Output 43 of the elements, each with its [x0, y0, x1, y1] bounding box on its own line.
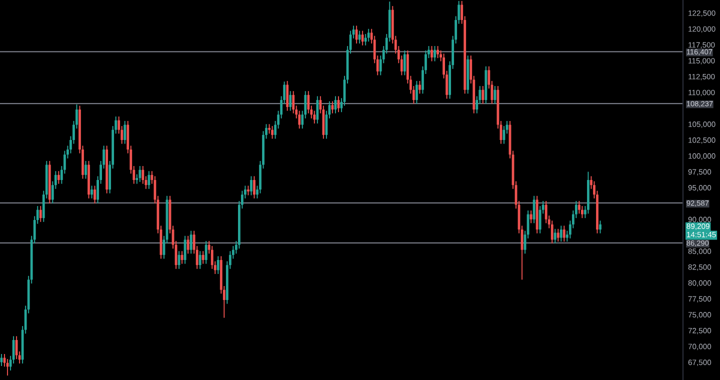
- candlestick: [530, 210, 532, 224]
- candlestick: [39, 206, 42, 222]
- candlestick: [202, 250, 204, 264]
- candlestick: [286, 80, 289, 112]
- candlestick: [84, 160, 87, 180]
- candlestick: [560, 225, 562, 242]
- candlestick: [268, 124, 270, 134]
- candlestick: [271, 126, 274, 140]
- candlestick: [204, 240, 208, 264]
- candlestick: [148, 170, 150, 190]
- candlestick: [416, 80, 418, 104]
- candlestick: [599, 220, 602, 234]
- candlestick: [578, 200, 580, 214]
- candlestick: [186, 235, 190, 254]
- candlestick: [418, 80, 421, 94]
- candlestick: [403, 50, 406, 76]
- candlestick: [90, 185, 93, 199]
- candlestick: [361, 30, 364, 46]
- candlestick: [364, 33, 367, 46]
- candlestick: [216, 256, 220, 274]
- candlestick: [57, 170, 60, 184]
- candlestick: [556, 228, 560, 242]
- candlestick: [190, 230, 192, 254]
- candlestick: [562, 225, 566, 242]
- candlestick: [316, 96, 319, 124]
- candlestick: [482, 86, 484, 104]
- candlestick: [250, 176, 252, 196]
- candlestick: [494, 86, 496, 104]
- candlestick: [253, 176, 256, 199]
- candlestick: [247, 185, 250, 196]
- candlestick: [124, 120, 126, 144]
- candlestick: [436, 46, 439, 59]
- candlestick: [532, 195, 536, 224]
- candlestick: [554, 228, 556, 244]
- candlestick: [138, 166, 142, 182]
- candlestick: [94, 185, 96, 204]
- candlestick: [434, 46, 436, 62]
- candlestick: [289, 90, 292, 112]
- candlestick: [15, 336, 18, 360]
- candlestick: [198, 250, 202, 270]
- candlestick: [367, 28, 370, 42]
- candlestick: [358, 30, 361, 44]
- candlestick: [430, 46, 433, 62]
